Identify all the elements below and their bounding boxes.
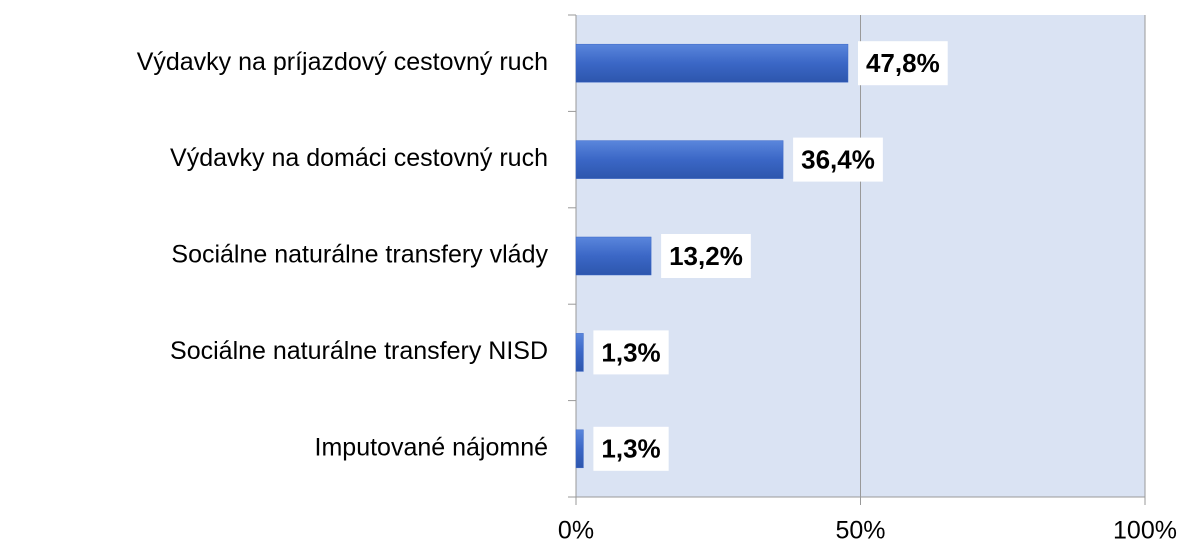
y-tick-label: Sociálne naturálne transfery NISD bbox=[170, 337, 548, 365]
x-tick-label: 0% bbox=[558, 517, 594, 545]
value-label-box bbox=[793, 137, 883, 182]
value-label-box bbox=[661, 234, 751, 278]
y-tick-label: Výdavky na príjazdový cestovný ruch bbox=[137, 48, 548, 76]
bar bbox=[575, 236, 652, 276]
x-tick-label: 50% bbox=[835, 517, 885, 545]
bar bbox=[575, 429, 584, 469]
value-label-box bbox=[593, 330, 669, 375]
value-label: 36,4% bbox=[801, 144, 875, 174]
value-label: 1,3% bbox=[601, 337, 660, 367]
value-label-box bbox=[857, 41, 948, 86]
bar bbox=[575, 333, 584, 372]
value-label: 1,3% bbox=[601, 434, 660, 464]
y-tick-label: Sociálne naturálne transfery vlády bbox=[171, 241, 548, 269]
value-label: 13,2% bbox=[669, 241, 743, 271]
value-label: 47,8% bbox=[866, 48, 940, 78]
bar bbox=[575, 140, 784, 179]
value-label-box bbox=[593, 426, 669, 471]
y-tick-label: Výdavky na domáci cestovný ruch bbox=[170, 144, 548, 172]
x-tick-label: 100% bbox=[1113, 517, 1177, 545]
bar bbox=[575, 43, 849, 83]
y-tick-label: Imputované nájomné bbox=[315, 433, 548, 461]
